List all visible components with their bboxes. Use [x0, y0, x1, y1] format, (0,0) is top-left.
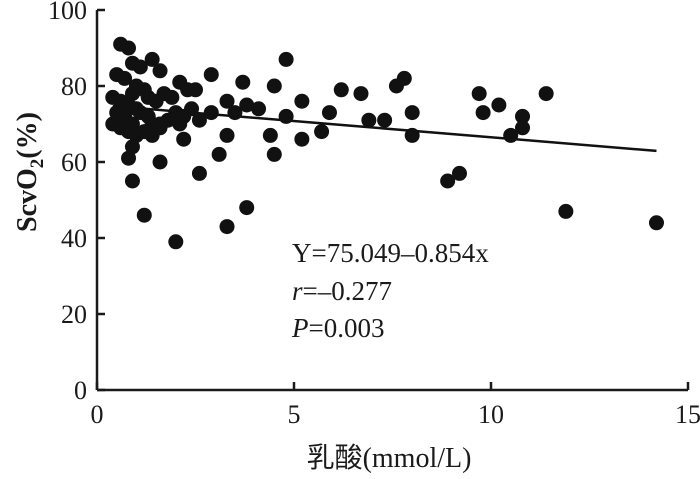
data-point	[491, 97, 507, 113]
data-point	[266, 146, 282, 162]
data-point	[648, 215, 664, 231]
data-point	[121, 40, 137, 56]
data-point	[396, 70, 412, 86]
data-point	[471, 86, 487, 102]
correlation-coefficient: r=–0.277	[292, 276, 392, 306]
data-point	[451, 165, 467, 181]
data-point	[239, 200, 255, 216]
x-axis-title: 乳酸(mmol/L)	[307, 442, 472, 474]
data-point	[124, 173, 140, 189]
data-point	[333, 82, 349, 98]
data-point	[314, 124, 330, 140]
data-point	[361, 112, 377, 128]
y-tick-label: 60	[61, 148, 87, 177]
data-point	[353, 86, 369, 102]
data-point	[152, 63, 168, 79]
data-point	[515, 120, 531, 136]
x-tick-label: 15	[675, 400, 700, 429]
data-point	[266, 78, 282, 94]
data-point	[235, 74, 251, 90]
regression-line	[112, 104, 657, 153]
data-point	[203, 67, 219, 83]
data-point	[152, 116, 168, 132]
x-ticks: 0 5 10 15	[91, 382, 700, 429]
y-ticks: 0 20 40 60 80 100	[48, 0, 105, 405]
data-point	[144, 127, 160, 143]
data-point	[164, 89, 180, 105]
data-point	[172, 116, 188, 132]
data-point	[219, 93, 235, 109]
y-axis-title: ScvO2(%)	[12, 112, 48, 232]
data-point	[188, 82, 203, 98]
y-tick-label: 0	[74, 376, 87, 405]
data-point	[475, 105, 491, 121]
data-point	[219, 219, 235, 235]
data-point	[132, 59, 148, 75]
regression-equation: Y=75.049–0.854x	[292, 238, 489, 268]
data-point	[211, 146, 227, 162]
data-point	[136, 207, 152, 223]
data-point	[191, 112, 207, 128]
x-tick-label: 5	[288, 400, 301, 429]
y-tick-label: 20	[61, 300, 87, 329]
data-point	[515, 108, 531, 124]
data-point	[294, 93, 310, 109]
data-point	[203, 105, 219, 121]
data-point	[168, 234, 184, 250]
data-point	[144, 51, 160, 67]
p-value: P=0.003	[291, 313, 384, 343]
axes	[95, 10, 688, 392]
data-point	[176, 131, 192, 147]
data-point	[117, 70, 133, 86]
data-points	[105, 36, 664, 250]
data-point	[558, 203, 574, 219]
y-tick-label: 40	[61, 224, 87, 253]
data-point	[321, 105, 337, 121]
data-point	[538, 86, 554, 102]
data-point	[262, 127, 278, 143]
x-tick-label: 10	[478, 400, 504, 429]
y-tick-label: 80	[61, 72, 87, 101]
data-point	[239, 97, 255, 113]
data-point	[278, 51, 294, 67]
x-tick-label: 0	[91, 400, 104, 429]
data-point	[440, 173, 456, 189]
data-point	[294, 131, 310, 147]
data-point	[121, 150, 137, 166]
y-tick-label: 100	[48, 0, 87, 25]
data-point	[124, 139, 140, 155]
data-point	[219, 127, 235, 143]
data-point	[377, 112, 393, 128]
data-point	[251, 101, 267, 117]
data-point	[152, 154, 168, 170]
data-point	[404, 105, 420, 121]
data-point	[191, 165, 207, 181]
